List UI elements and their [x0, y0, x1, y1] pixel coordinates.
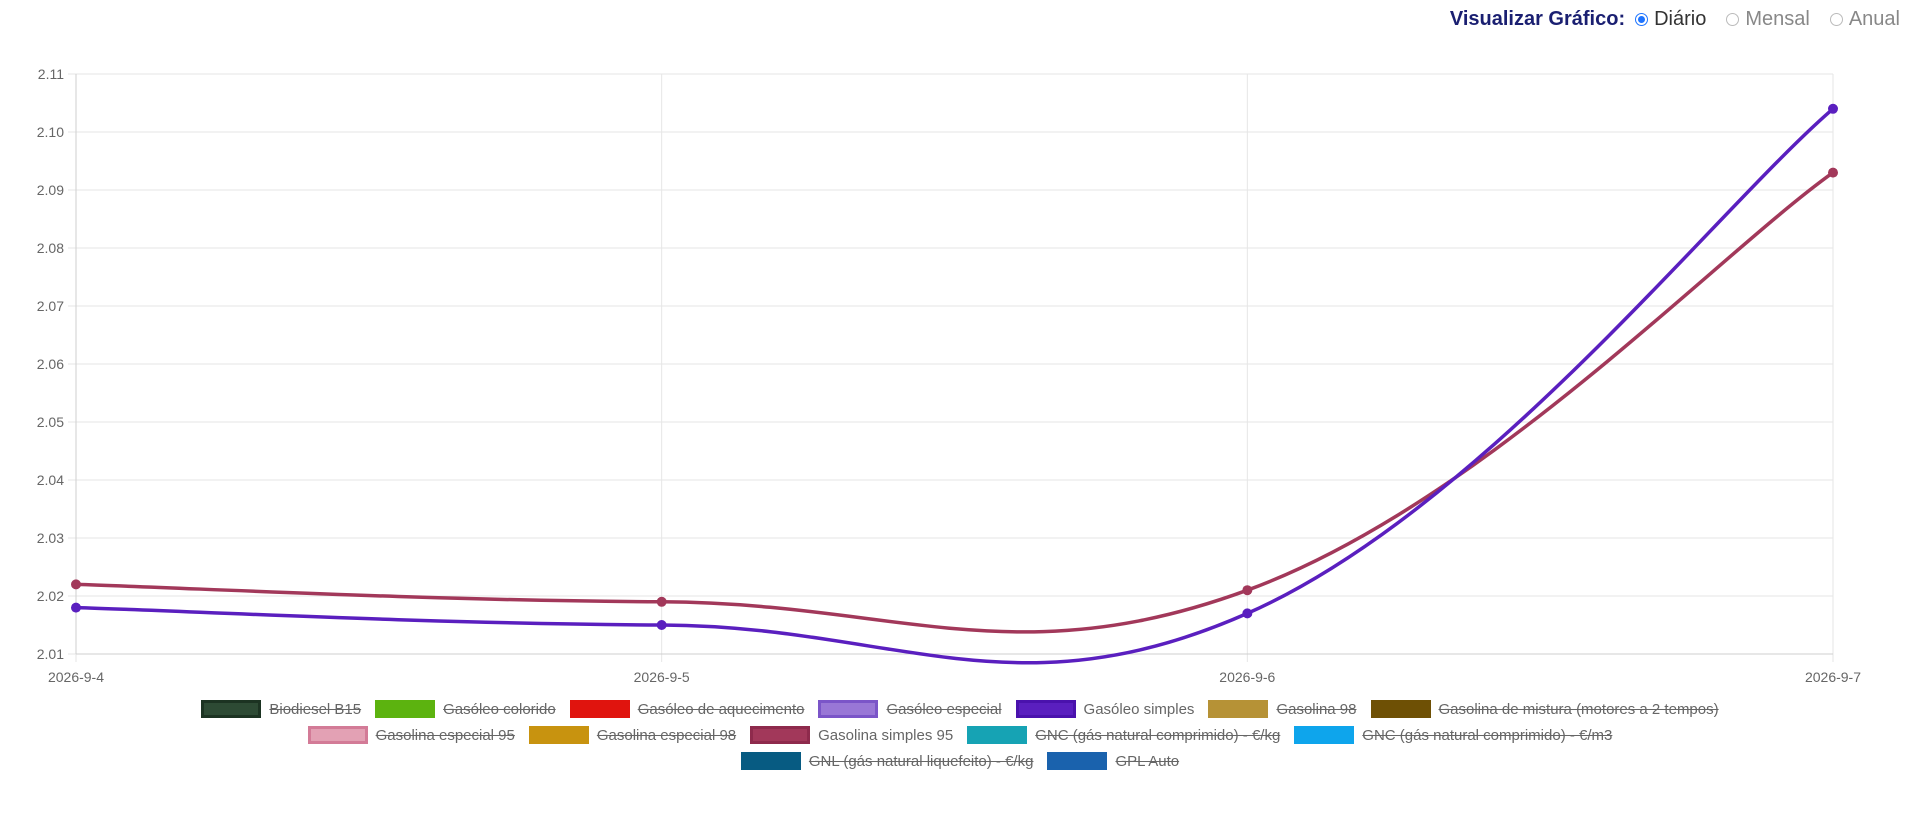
view-toggle-label: Visualizar Gráfico: [1449, 8, 1626, 30]
legend-item[interactable]: Gasolina especial 95 [307, 726, 515, 744]
y-tick-label: 2.07 [37, 298, 64, 314]
legend-item-label: GNC (gás natural comprimido) - €/m3 [1362, 726, 1613, 744]
y-tick-label: 2.06 [37, 356, 64, 372]
legend-item[interactable]: Gasolina especial 98 [528, 726, 737, 744]
x-tick-label: 2026-9-4 [48, 669, 104, 685]
view-option-yearly-label: Anual [1848, 8, 1900, 30]
x-tick-label: 2026-9-7 [1805, 669, 1861, 685]
data-point-gasolina-simples-95 [1242, 585, 1253, 596]
view-option-yearly[interactable]: Anual [1829, 8, 1900, 31]
legend-item-label: Gasolina especial 95 [375, 726, 515, 744]
legend-item-label: Gasolina 98 [1276, 700, 1357, 718]
legend-swatch [569, 700, 630, 718]
legend-item-label: Gasolina especial 98 [596, 726, 737, 744]
legend-row: Gasolina especial 95 Gasolina especial 98… [307, 726, 1612, 744]
legend-item[interactable]: Biodiesel B15 [201, 700, 361, 718]
legend-item[interactable]: Gasóleo especial [818, 700, 1002, 718]
view-option-daily[interactable]: Diário [1635, 8, 1706, 31]
legend-item[interactable]: GNC (gás natural comprimido) - €/kg [967, 726, 1280, 744]
legend-item[interactable]: Gasóleo de aquecimento [569, 700, 805, 718]
y-tick-label: 2.04 [37, 472, 64, 488]
legend-item[interactable]: Gasolina simples 95 [750, 726, 953, 744]
legend-swatch [967, 726, 1028, 744]
x-tick-label: 2026-9-6 [1219, 669, 1275, 685]
legend-row: GNL (gás natural liquefeito) - €/kg GPL A… [740, 752, 1179, 770]
legend-item-label: Gasolina simples 95 [818, 726, 954, 744]
data-point-gasoleo-simples [656, 620, 667, 630]
radio-daily[interactable] [1635, 13, 1649, 26]
legend-item[interactable]: Gasóleo simples [1015, 700, 1195, 718]
legend-item-label: Gasóleo de aquecimento [637, 700, 805, 718]
series-line-gasoleo-simples [75, 107, 1835, 665]
legend-swatch [750, 726, 811, 744]
legend-swatch [528, 726, 589, 744]
fuel-price-line-chart: 2.11 2.10 2.09 2.08 2.07 2.06 2.05 2.04 2.03 2.02… [37, 66, 1861, 685]
data-point-gasoleo-simples [1828, 103, 1838, 114]
legend-item-label: GPL Auto [1115, 752, 1180, 770]
radio-monthly[interactable] [1726, 13, 1740, 26]
view-option-monthly[interactable]: Mensal [1726, 8, 1810, 31]
y-tick-label: 2.03 [37, 530, 64, 546]
legend-swatch [818, 700, 879, 718]
legend-item[interactable]: Gasolina de mistura (motores a 2 tempos) [1370, 700, 1719, 718]
y-tick-label: 2.05 [37, 414, 64, 430]
legend-item-label: GNC (gás natural comprimido) - €/kg [1035, 726, 1281, 744]
legend-swatch [1294, 726, 1355, 744]
legend-item-label: Biodiesel B15 [269, 700, 362, 718]
x-tick-label: 2026-9-5 [634, 669, 690, 685]
legend-item-label: GNL (gás natural liquefeito) - €/kg [808, 752, 1034, 770]
legend-item-label: Gasolina de mistura (motores a 2 tempos) [1438, 700, 1719, 718]
y-tick-label: 2.02 [37, 588, 64, 604]
chart-view-toggle: Visualizar Gráfico: Diário Mensal Anual [1450, 8, 1900, 31]
series-line-gasolina-simples-95 [75, 171, 1835, 634]
y-tick-label: 2.09 [37, 182, 64, 198]
data-point-gasoleo-simples [1242, 608, 1253, 619]
y-tick-label: 2.11 [38, 66, 64, 82]
data-point-gasoleo-simples [71, 602, 81, 613]
legend-row: Biodiesel B15 Gasóleo colorido Gasóleo de … [201, 700, 1719, 718]
legend-swatch [375, 700, 436, 718]
y-tick-label: 2.08 [37, 240, 64, 256]
legend-swatch [1208, 700, 1269, 718]
legend-swatch [1015, 700, 1076, 718]
legend-item[interactable]: GNC (gás natural comprimido) - €/m3 [1294, 726, 1612, 744]
data-point-gasolina-simples-95 [656, 596, 667, 607]
legend-item-label: Gasóleo colorido [443, 700, 556, 718]
radio-yearly[interactable] [1829, 13, 1843, 26]
y-tick-label: 2.01 [37, 646, 64, 662]
data-point-gasolina-simples-95 [1828, 167, 1838, 178]
legend-item-label: Gasóleo simples [1083, 700, 1195, 718]
view-option-monthly-label: Mensal [1745, 8, 1810, 30]
legend-item[interactable]: GNL (gás natural liquefeito) - €/kg [740, 752, 1034, 770]
legend-swatch [740, 752, 801, 770]
chart-legend: Biodiesel B15 Gasóleo colorido Gasóleo de … [40, 700, 1880, 770]
legend-swatch [201, 700, 262, 718]
legend-item[interactable]: Gasóleo colorido [375, 700, 556, 718]
legend-swatch [307, 726, 368, 744]
legend-item[interactable]: Gasolina 98 [1208, 700, 1357, 718]
legend-swatch [1370, 700, 1431, 718]
view-option-daily-label: Diário [1654, 8, 1707, 30]
y-tick-label: 2.10 [37, 124, 64, 140]
data-point-gasolina-simples-95 [71, 579, 81, 590]
legend-item[interactable]: GPL Auto [1047, 752, 1179, 770]
legend-item-label: Gasóleo especial [886, 700, 1002, 718]
legend-swatch [1047, 752, 1108, 770]
